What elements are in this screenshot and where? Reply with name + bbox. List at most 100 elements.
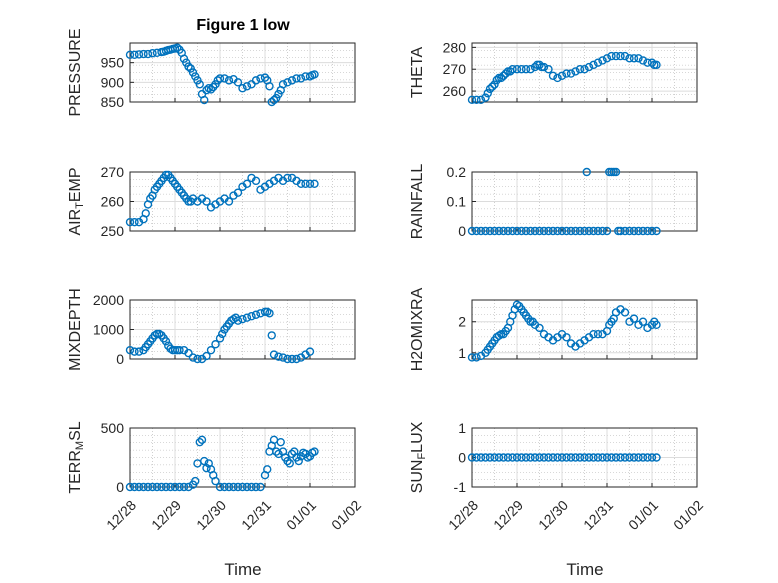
- data-point: [539, 453, 549, 462]
- data-point: [278, 80, 288, 89]
- data-point: [499, 71, 508, 80]
- data-point: [125, 345, 135, 355]
- data-point: [571, 67, 580, 76]
- data-point: [598, 226, 607, 236]
- data-point: [238, 482, 247, 492]
- data-point: [294, 456, 303, 466]
- data-point: [508, 226, 517, 236]
- data-point: [526, 226, 535, 236]
- y-tick-label: 280: [443, 39, 467, 55]
- data-point: [269, 95, 279, 105]
- x-tick-label: 12/29: [148, 497, 184, 533]
- data-point: [512, 453, 522, 462]
- data-point: [589, 226, 598, 236]
- data-point: [141, 209, 150, 218]
- data-point: [634, 54, 643, 63]
- data-point: [202, 463, 211, 473]
- data-point: [535, 60, 544, 70]
- data-point: [539, 226, 549, 236]
- data-point: [589, 329, 598, 339]
- data-point: [544, 226, 553, 236]
- data-point: [620, 453, 630, 462]
- data-point: [265, 82, 274, 91]
- data-point: [256, 482, 265, 492]
- data-point: [274, 449, 283, 459]
- subplot-h2omixra: 1 2 H2OMIXRA: [409, 287, 698, 371]
- data-point: [625, 226, 634, 236]
- data-point: [512, 65, 522, 74]
- data-point: [521, 226, 531, 236]
- data-point: [130, 482, 139, 492]
- subplot-terr-msl: 0 500 TERRMSL 12/28 12/29 12/30 12/31 01/01 01/0…: [67, 420, 364, 533]
- data-point: [535, 453, 544, 462]
- data-point: [638, 453, 648, 462]
- y-tick-label: 950: [101, 55, 125, 71]
- data-point: [575, 226, 585, 236]
- x-tick-label: 01/02: [670, 497, 706, 533]
- data-point: [179, 482, 189, 492]
- figure-title: Figure 1 low: [196, 17, 290, 34]
- data-point: [629, 314, 639, 323]
- y-tick-label: 2: [458, 314, 466, 330]
- data-point: [629, 54, 639, 63]
- data-point: [125, 217, 135, 227]
- data-point: [625, 54, 634, 63]
- data-point: [593, 226, 603, 236]
- data-point: [188, 353, 198, 362]
- y-tick-label: 1000: [93, 322, 124, 338]
- x-tick-label: 12/30: [193, 497, 229, 533]
- data-point: [251, 76, 261, 85]
- data-point: [652, 453, 661, 462]
- data-point: [200, 95, 209, 105]
- data-point: [647, 226, 657, 236]
- data-point: [643, 453, 652, 462]
- data-point: [125, 482, 135, 492]
- x-tick-label: 12/31: [580, 497, 616, 533]
- data-point: [476, 95, 486, 105]
- x-axis-label-right: Time: [566, 560, 603, 579]
- data-point: [195, 437, 204, 447]
- data-point: [582, 167, 591, 177]
- data-point: [526, 65, 535, 74]
- axes-layer: 850 900 950 PRESSURE 260 270 280 THETA 250 260 270…: [67, 28, 706, 532]
- data-point: [224, 482, 234, 492]
- data-point: [233, 188, 243, 197]
- y-tick-label: 500: [101, 420, 125, 436]
- y-tick-label: 270: [443, 61, 467, 77]
- data-point: [220, 482, 229, 492]
- axes-box: [471, 42, 698, 103]
- data-point: [283, 173, 292, 183]
- data-point: [557, 453, 567, 462]
- data-point: [472, 353, 481, 362]
- data-point: [508, 65, 517, 74]
- data-point: [517, 65, 526, 74]
- data-point: [274, 352, 283, 361]
- data-point: [544, 453, 553, 462]
- x-tick-label: 12/28: [445, 497, 481, 533]
- y-tick-label: 1: [458, 420, 466, 436]
- data-point: [593, 58, 603, 67]
- y-tick-label: 0: [116, 351, 124, 367]
- data-point: [296, 179, 306, 189]
- data-point: [557, 226, 567, 236]
- y-tick-label: 850: [101, 94, 125, 110]
- axes-box: [129, 427, 356, 488]
- data-point: [170, 482, 180, 492]
- data-point: [152, 482, 162, 492]
- data-point: [490, 226, 499, 236]
- data-point: [598, 453, 607, 462]
- data-point: [130, 217, 139, 227]
- data-point: [130, 50, 139, 59]
- data-point: [310, 70, 319, 79]
- subplot-sun-flux: -1 0 1 SUNFLUX 12/28 12/29 12/30 12/31 01/01 01/0…: [409, 420, 706, 533]
- y-axis-label: PRESSURE: [67, 28, 84, 116]
- data-point: [589, 60, 598, 70]
- data-point: [229, 482, 238, 492]
- data-point: [184, 482, 193, 492]
- y-axis-label: RAINFALL: [409, 164, 426, 240]
- y-tick-label: 260: [101, 194, 125, 210]
- data-point: [602, 226, 612, 236]
- data-point: [629, 453, 639, 462]
- data-point: [652, 60, 661, 70]
- data-point: [647, 453, 657, 462]
